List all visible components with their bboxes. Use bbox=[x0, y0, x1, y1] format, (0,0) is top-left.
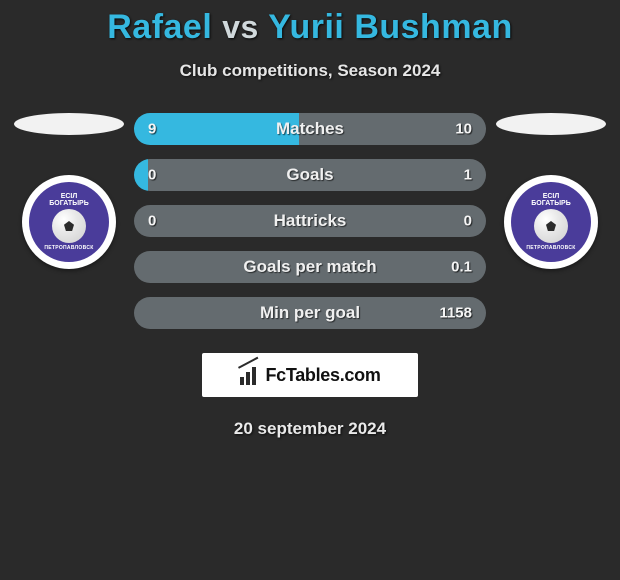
player1-photo-placeholder bbox=[14, 113, 124, 135]
bar-segment-player2 bbox=[134, 251, 486, 283]
player1-column: ЕСІЛБОГАТЫРЬ ПЕТРОПАВЛОВСК bbox=[14, 113, 124, 269]
player1-club-badge: ЕСІЛБОГАТЫРЬ ПЕТРОПАВЛОВСК bbox=[22, 175, 116, 269]
player2-column: ЕСІЛБОГАТЫРЬ ПЕТРОПАВЛОВСК bbox=[496, 113, 606, 269]
brand-text: FcTables.com bbox=[265, 365, 380, 386]
badge-text-top: ЕСІЛБОГАТЫРЬ bbox=[531, 193, 571, 207]
player2-name: Yurii Bushman bbox=[268, 8, 513, 46]
brand-watermark: FcTables.com bbox=[202, 353, 418, 397]
badge-text-top: ЕСІЛБОГАТЫРЬ bbox=[49, 193, 89, 207]
generation-date: 20 september 2024 bbox=[0, 419, 620, 439]
stat-bar: Goals01 bbox=[134, 159, 486, 191]
subtitle: Club competitions, Season 2024 bbox=[0, 61, 620, 81]
page-title: Rafael vs Yurii Bushman bbox=[0, 8, 620, 47]
player2-photo-placeholder bbox=[496, 113, 606, 135]
stat-bar: Goals per match0.1 bbox=[134, 251, 486, 283]
player2-club-badge: ЕСІЛБОГАТЫРЬ ПЕТРОПАВЛОВСК bbox=[504, 175, 598, 269]
bar-segment-player2 bbox=[148, 159, 486, 191]
stat-bars: Matches910 Goals01 Hattricks00 Goals per ma… bbox=[134, 113, 486, 329]
bar-segment-player2 bbox=[299, 113, 486, 145]
bar-segment-player1 bbox=[134, 159, 148, 191]
player1-name: Rafael bbox=[107, 8, 212, 46]
club-badge-inner: ЕСІЛБОГАТЫРЬ ПЕТРОПАВЛОВСК bbox=[511, 182, 591, 262]
bar-segment-player2 bbox=[134, 297, 486, 329]
vs-separator: vs bbox=[222, 9, 259, 45]
bar-segment-player2 bbox=[134, 205, 486, 237]
stat-bar: Hattricks00 bbox=[134, 205, 486, 237]
comparison-infographic: Rafael vs Yurii Bushman Club competition… bbox=[0, 0, 620, 439]
comparison-row: ЕСІЛБОГАТЫРЬ ПЕТРОПАВЛОВСК Matches910 Goa… bbox=[0, 113, 620, 329]
soccer-ball-icon bbox=[52, 209, 86, 243]
stat-bar: Matches910 bbox=[134, 113, 486, 145]
stat-bar: Min per goal1158 bbox=[134, 297, 486, 329]
badge-text-bottom: ПЕТРОПАВЛОВСК bbox=[526, 245, 575, 251]
badge-text-bottom: ПЕТРОПАВЛОВСК bbox=[44, 245, 93, 251]
chart-bars-icon bbox=[239, 365, 261, 385]
soccer-ball-icon bbox=[534, 209, 568, 243]
bar-segment-player1 bbox=[134, 113, 299, 145]
club-badge-inner: ЕСІЛБОГАТЫРЬ ПЕТРОПАВЛОВСК bbox=[29, 182, 109, 262]
